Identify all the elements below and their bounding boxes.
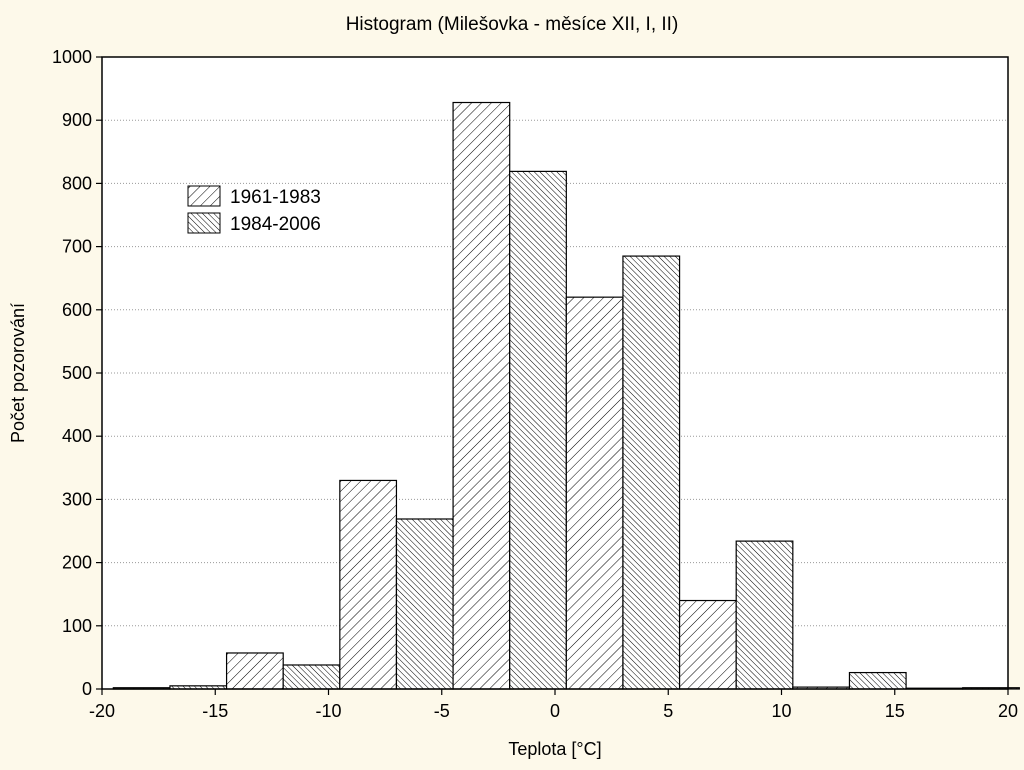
x-tick-label: 0 [550, 701, 560, 721]
x-tick-label: 20 [998, 701, 1018, 721]
y-axis-label: Počet pozorování [8, 303, 28, 443]
bar-1984-2006-bin-3 [509, 170, 567, 690]
y-tick-label: 300 [62, 489, 92, 509]
bar-1984-2006-bin-4 [622, 255, 681, 690]
x-axis-label: Teplota [°C] [508, 739, 601, 759]
legend-swatch-1961-1983 [187, 185, 221, 207]
y-tick-label: 0 [82, 679, 92, 699]
x-tick-label: -5 [434, 701, 450, 721]
legend: 1961-1983 1984-2006 [187, 185, 321, 235]
y-tick-label: 800 [62, 173, 92, 193]
x-tick-label: -10 [315, 701, 341, 721]
legend-swatch-1984-2006 [187, 212, 221, 234]
bar-1984-2006-bin-5 [735, 540, 794, 690]
y-tick-label: 500 [62, 363, 92, 383]
bar-1961-1983-bin-2 [339, 479, 398, 690]
y-tick-label: 400 [62, 426, 92, 446]
y-tick-label: 600 [62, 300, 92, 320]
axis-ticks: -20 -15 -10 -5 0 5 10 15 20010020030040050060070… [52, 47, 1018, 721]
chart-title: Histogram (Milešovka - měsíce XII, I, II… [346, 14, 679, 35]
bar-1984-2006-bin-2 [395, 518, 454, 690]
legend-label-1961-1983: 1961-1983 [230, 187, 321, 208]
x-tick-label: -20 [89, 701, 115, 721]
bar-1961-1983-bin-1 [225, 652, 284, 690]
y-tick-label: 100 [62, 616, 92, 636]
y-tick-label: 1000 [52, 47, 92, 67]
bar-1984-2006-bin-6 [848, 671, 907, 690]
y-tick-label: 200 [62, 553, 92, 573]
y-tick-label: 700 [62, 237, 92, 257]
y-tick-label: 900 [62, 110, 92, 130]
bars-group [112, 101, 1020, 690]
bar-1961-1983-bin-3 [452, 101, 511, 690]
legend-label-1984-2006: 1984-2006 [230, 214, 321, 235]
x-tick-label: 10 [771, 701, 791, 721]
bar-1984-2006-bin-1 [282, 664, 341, 690]
x-tick-label: 15 [885, 701, 905, 721]
x-tick-label: 5 [663, 701, 673, 721]
x-tick-label: -15 [202, 701, 228, 721]
bar-1961-1983-bin-5 [678, 599, 737, 690]
bar-1961-1983-bin-4 [565, 296, 624, 690]
